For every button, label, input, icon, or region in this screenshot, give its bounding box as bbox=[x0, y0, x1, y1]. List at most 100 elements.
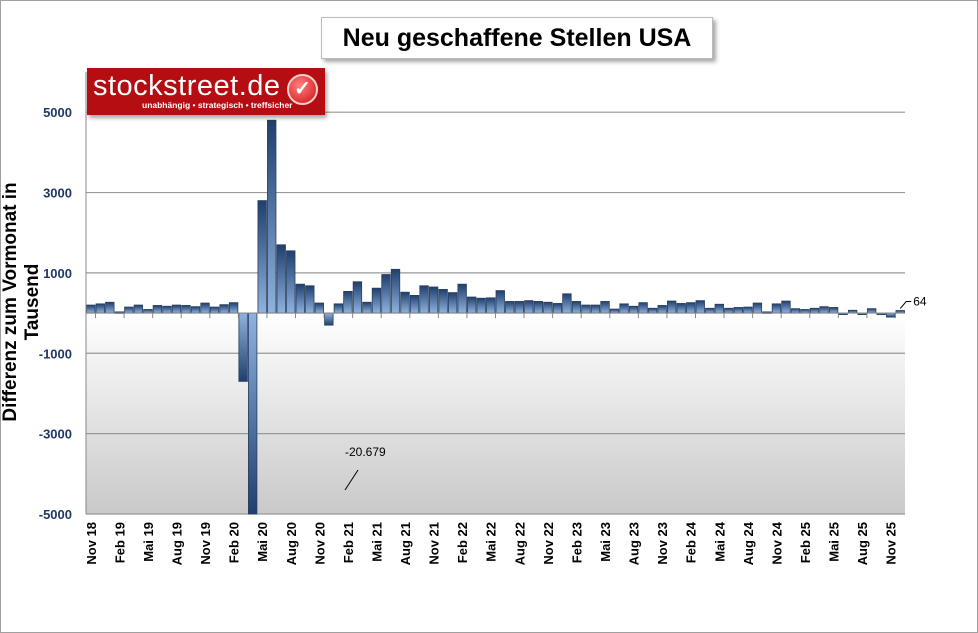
x-tick-label: Feb 21 bbox=[341, 522, 356, 563]
y-tick-label: -5000 bbox=[39, 507, 72, 522]
bar bbox=[314, 302, 324, 314]
bar bbox=[686, 302, 696, 314]
annotation-min: -20.679 bbox=[345, 445, 386, 459]
x-tick-label: Feb 24 bbox=[684, 521, 699, 563]
bar bbox=[609, 308, 620, 314]
bar bbox=[676, 303, 686, 314]
x-tick-label: Mai 25 bbox=[827, 522, 842, 562]
bar bbox=[362, 301, 372, 314]
bar bbox=[600, 301, 610, 314]
bar bbox=[86, 304, 96, 314]
bar bbox=[181, 305, 191, 314]
x-tick-label: Mai 19 bbox=[141, 522, 156, 562]
bar bbox=[638, 302, 648, 314]
bar bbox=[828, 307, 839, 314]
bar bbox=[428, 286, 439, 314]
bar bbox=[628, 305, 639, 314]
bar bbox=[647, 307, 658, 314]
bar bbox=[343, 290, 353, 314]
x-tick-label: Feb 19 bbox=[112, 522, 127, 563]
bar bbox=[152, 305, 163, 314]
bar bbox=[781, 300, 791, 314]
y-tick-label: 3000 bbox=[43, 186, 72, 201]
bar bbox=[352, 281, 363, 314]
y-tick-label: 1000 bbox=[43, 266, 72, 281]
x-tick-label: Aug 23 bbox=[627, 522, 642, 565]
bar bbox=[95, 303, 105, 314]
bar bbox=[247, 312, 258, 515]
x-tick-label: Feb 23 bbox=[569, 522, 584, 563]
bar bbox=[219, 304, 229, 314]
bar bbox=[438, 288, 448, 314]
y-axis-label: Differenz zum Vormonat in Tausend bbox=[0, 182, 43, 422]
bar bbox=[209, 306, 220, 314]
bar bbox=[133, 304, 144, 314]
negative-area-background bbox=[86, 313, 905, 514]
x-tick-label: Mai 21 bbox=[369, 522, 384, 562]
x-tick-label: Mai 20 bbox=[255, 522, 270, 562]
bar bbox=[495, 290, 505, 314]
bar bbox=[390, 268, 401, 314]
bar bbox=[381, 274, 391, 314]
x-tick-label: Nov 22 bbox=[541, 522, 556, 565]
chart-title: Neu geschaffene Stellen USA bbox=[321, 17, 713, 59]
y-tick-label: 5000 bbox=[43, 105, 72, 120]
bar bbox=[562, 293, 572, 314]
bar bbox=[228, 302, 239, 314]
bar bbox=[200, 302, 210, 314]
bar bbox=[105, 301, 115, 314]
y-tick-label: -3000 bbox=[39, 427, 72, 442]
bar bbox=[276, 244, 286, 314]
bar bbox=[371, 287, 382, 314]
bar bbox=[733, 307, 744, 314]
bar bbox=[819, 306, 829, 314]
x-tick-label: Feb 25 bbox=[798, 522, 813, 563]
bar bbox=[162, 305, 172, 314]
x-tick-label: Nov 25 bbox=[884, 522, 899, 565]
bar bbox=[447, 292, 458, 314]
bar bbox=[705, 307, 715, 314]
annotation-leader bbox=[899, 301, 912, 309]
bar bbox=[867, 308, 877, 314]
x-tick-label: Aug 25 bbox=[855, 522, 870, 565]
bar bbox=[333, 303, 344, 314]
bar bbox=[533, 301, 544, 314]
x-tick-label: Mai 23 bbox=[598, 522, 613, 562]
bar bbox=[257, 200, 267, 314]
bar bbox=[743, 306, 753, 314]
bar bbox=[324, 312, 334, 326]
x-tick-label: Mai 24 bbox=[712, 521, 727, 562]
annotation-leader bbox=[344, 469, 359, 491]
bar bbox=[714, 303, 724, 314]
x-tick-label: Aug 21 bbox=[398, 522, 413, 565]
x-tick-label: Feb 20 bbox=[227, 522, 242, 563]
bar bbox=[409, 295, 420, 314]
bar bbox=[295, 283, 305, 314]
x-tick-label: Mai 22 bbox=[484, 522, 499, 562]
logo-tagline: unabhängig • strategisch • treffsicher bbox=[142, 100, 293, 110]
bar bbox=[800, 309, 810, 314]
x-tick-label: Nov 21 bbox=[427, 522, 442, 565]
bar bbox=[752, 302, 763, 314]
bar bbox=[457, 283, 467, 314]
x-tick-label: Feb 22 bbox=[455, 522, 470, 563]
x-tick-label: Nov 19 bbox=[198, 522, 213, 565]
x-tick-label: Nov 20 bbox=[312, 522, 327, 565]
bar bbox=[400, 291, 410, 314]
bar bbox=[190, 306, 201, 314]
x-tick-label: Aug 24 bbox=[741, 521, 756, 565]
x-tick-label: Aug 19 bbox=[169, 522, 184, 565]
bar bbox=[286, 250, 296, 314]
x-tick-label: Aug 22 bbox=[512, 522, 527, 565]
x-tick-label: Aug 20 bbox=[284, 522, 299, 565]
bar bbox=[505, 301, 515, 314]
bar bbox=[467, 296, 477, 314]
logo-name: stockstreet.de bbox=[93, 70, 281, 102]
bar bbox=[514, 301, 524, 314]
bar bbox=[143, 309, 153, 314]
y-tick-label: -1000 bbox=[39, 346, 72, 361]
bar bbox=[171, 304, 182, 314]
bar bbox=[552, 303, 563, 314]
x-tick-label: Nov 23 bbox=[655, 522, 670, 565]
